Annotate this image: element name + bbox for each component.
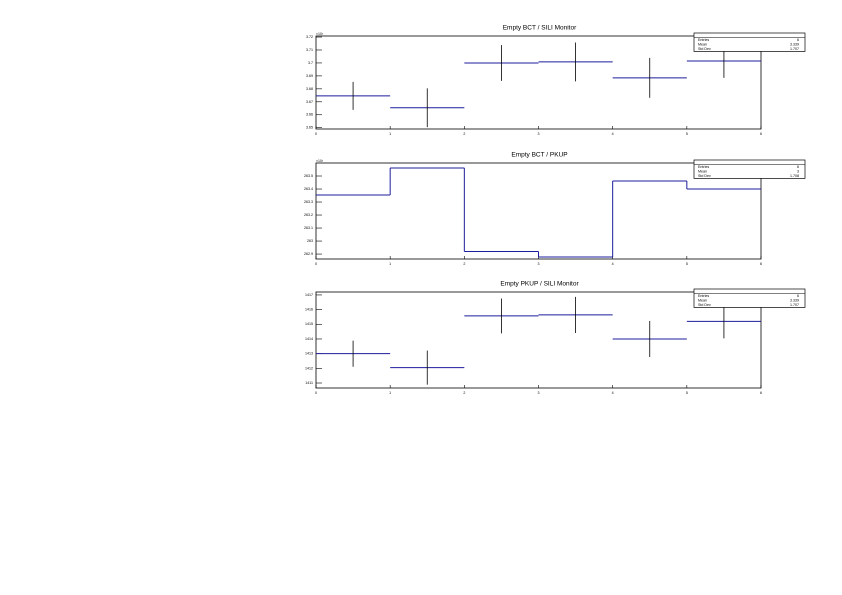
y-tick-label: 1411: [305, 381, 313, 385]
y-tick-label: 3.72: [306, 35, 313, 39]
x-tick-label: 4: [612, 391, 614, 395]
stats-value: 1.707: [790, 303, 799, 307]
x-tick-label: 4: [612, 262, 614, 266]
stats-label: Mean: [698, 42, 707, 46]
y-tick-label: 262.9: [304, 252, 313, 256]
stats-value: 6: [797, 165, 799, 169]
y-tick-label: 3.65: [306, 126, 313, 130]
x-tick-label: 2: [463, 132, 465, 136]
x-tick-label: 5: [686, 391, 688, 395]
y-tick-label: 3.7: [308, 61, 313, 65]
x-tick-label: 6: [760, 262, 762, 266]
y-tick-label: 1414: [305, 337, 313, 341]
y-multiplier: ×10³: [316, 32, 324, 36]
y-tick-label: 3.71: [306, 48, 313, 52]
x-tick-label: 6: [760, 391, 762, 395]
x-tick-label: 4: [612, 132, 614, 136]
x-tick-label: 2: [463, 391, 465, 395]
stats-label: Std Dev: [698, 303, 711, 307]
chart-title: Empty BCT / SILI Monitor: [503, 25, 577, 32]
chart-title: Empty PKUP / SILI Monitor: [500, 281, 579, 288]
stats-value: 1.708: [790, 174, 799, 178]
stats-label: Entries: [698, 38, 709, 42]
y-tick-label: 1415: [305, 322, 313, 326]
y-tick-label: 1413: [305, 352, 313, 356]
y-tick-label: 1412: [305, 366, 313, 370]
y-tick-label: 263.1: [304, 226, 313, 230]
y-tick-label: 263.4: [304, 187, 313, 191]
x-tick-label: 3: [538, 391, 540, 395]
x-tick-label: 5: [686, 132, 688, 136]
y-tick-label: 263: [307, 239, 313, 243]
stats-value: 3.339: [790, 42, 799, 46]
stats-value: 3: [797, 169, 799, 173]
stats-label: Mean: [698, 169, 707, 173]
stats-label: Std Dev: [698, 47, 711, 51]
stats-value: 6: [797, 38, 799, 42]
x-tick-label: 0: [315, 132, 317, 136]
stats-label: Mean: [698, 298, 707, 302]
x-tick-label: 3: [538, 262, 540, 266]
stats-value: 6: [797, 294, 799, 298]
y-tick-label: 263.5: [304, 174, 313, 178]
y-tick-label: 263.2: [304, 213, 313, 217]
x-tick-label: 1: [389, 132, 391, 136]
x-tick-label: 3: [538, 132, 540, 136]
y-tick-label: 3.68: [306, 87, 313, 91]
stats-value: 3.339: [790, 298, 799, 302]
y-tick-label: 3.66: [306, 113, 313, 117]
x-tick-label: 1: [389, 262, 391, 266]
y-tick-label: 1416: [305, 308, 313, 312]
stats-label: Entries: [698, 294, 709, 298]
y-tick-label: 3.69: [306, 74, 313, 78]
stats-label: Std Dev: [698, 174, 711, 178]
y-tick-label: 1417: [305, 293, 313, 297]
y-multiplier: ×10³: [316, 159, 324, 163]
y-tick-label: 3.67: [306, 100, 313, 104]
y-tick-label: 263.3: [304, 200, 313, 204]
stats-label: Entries: [698, 165, 709, 169]
x-tick-label: 5: [686, 262, 688, 266]
x-tick-label: 0: [315, 391, 317, 395]
x-tick-label: 0: [315, 262, 317, 266]
x-tick-label: 1: [389, 391, 391, 395]
x-tick-label: 6: [760, 132, 762, 136]
x-tick-label: 2: [463, 262, 465, 266]
stats-value: 1.707: [790, 47, 799, 51]
chart-title: Empty BCT / PKUP: [511, 152, 567, 159]
